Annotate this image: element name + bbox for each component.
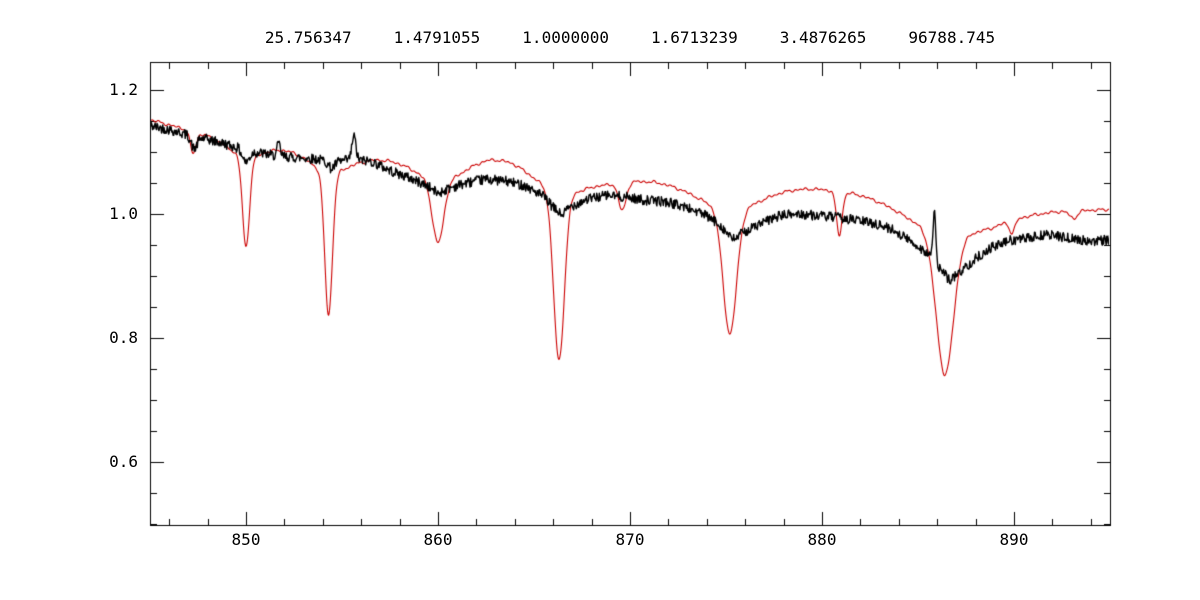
x-axis-tick-label-890: 890 [999,530,1029,549]
y-axis-tick-label-0-6: 0.6 [109,452,138,471]
title-value-5: 3.4876265 [779,28,867,47]
y-axis-tick-label-0-8: 0.8 [109,328,138,347]
x-axis-tick-label-860: 860 [423,530,453,549]
x-axis-tick-label-850: 850 [231,530,261,549]
y-axis-tick-label-1-2: 1.2 [109,80,138,99]
title-value-3: 1.0000000 [522,28,609,47]
title-value-2: 1.4791055 [393,28,481,47]
title-value-6: 96788.745 [908,28,996,47]
plot-title-values: 25.756347 1.4791055 1.0000000 1.6713239 … [150,29,1110,47]
y-axis-tick-label-1-0: 1.0 [109,204,138,223]
x-axis-tick-label-870: 870 [615,530,645,549]
title-value-4: 1.6713239 [651,28,738,47]
title-value-1: 25.756347 [264,28,352,47]
x-axis-tick-label-880: 880 [807,530,837,549]
